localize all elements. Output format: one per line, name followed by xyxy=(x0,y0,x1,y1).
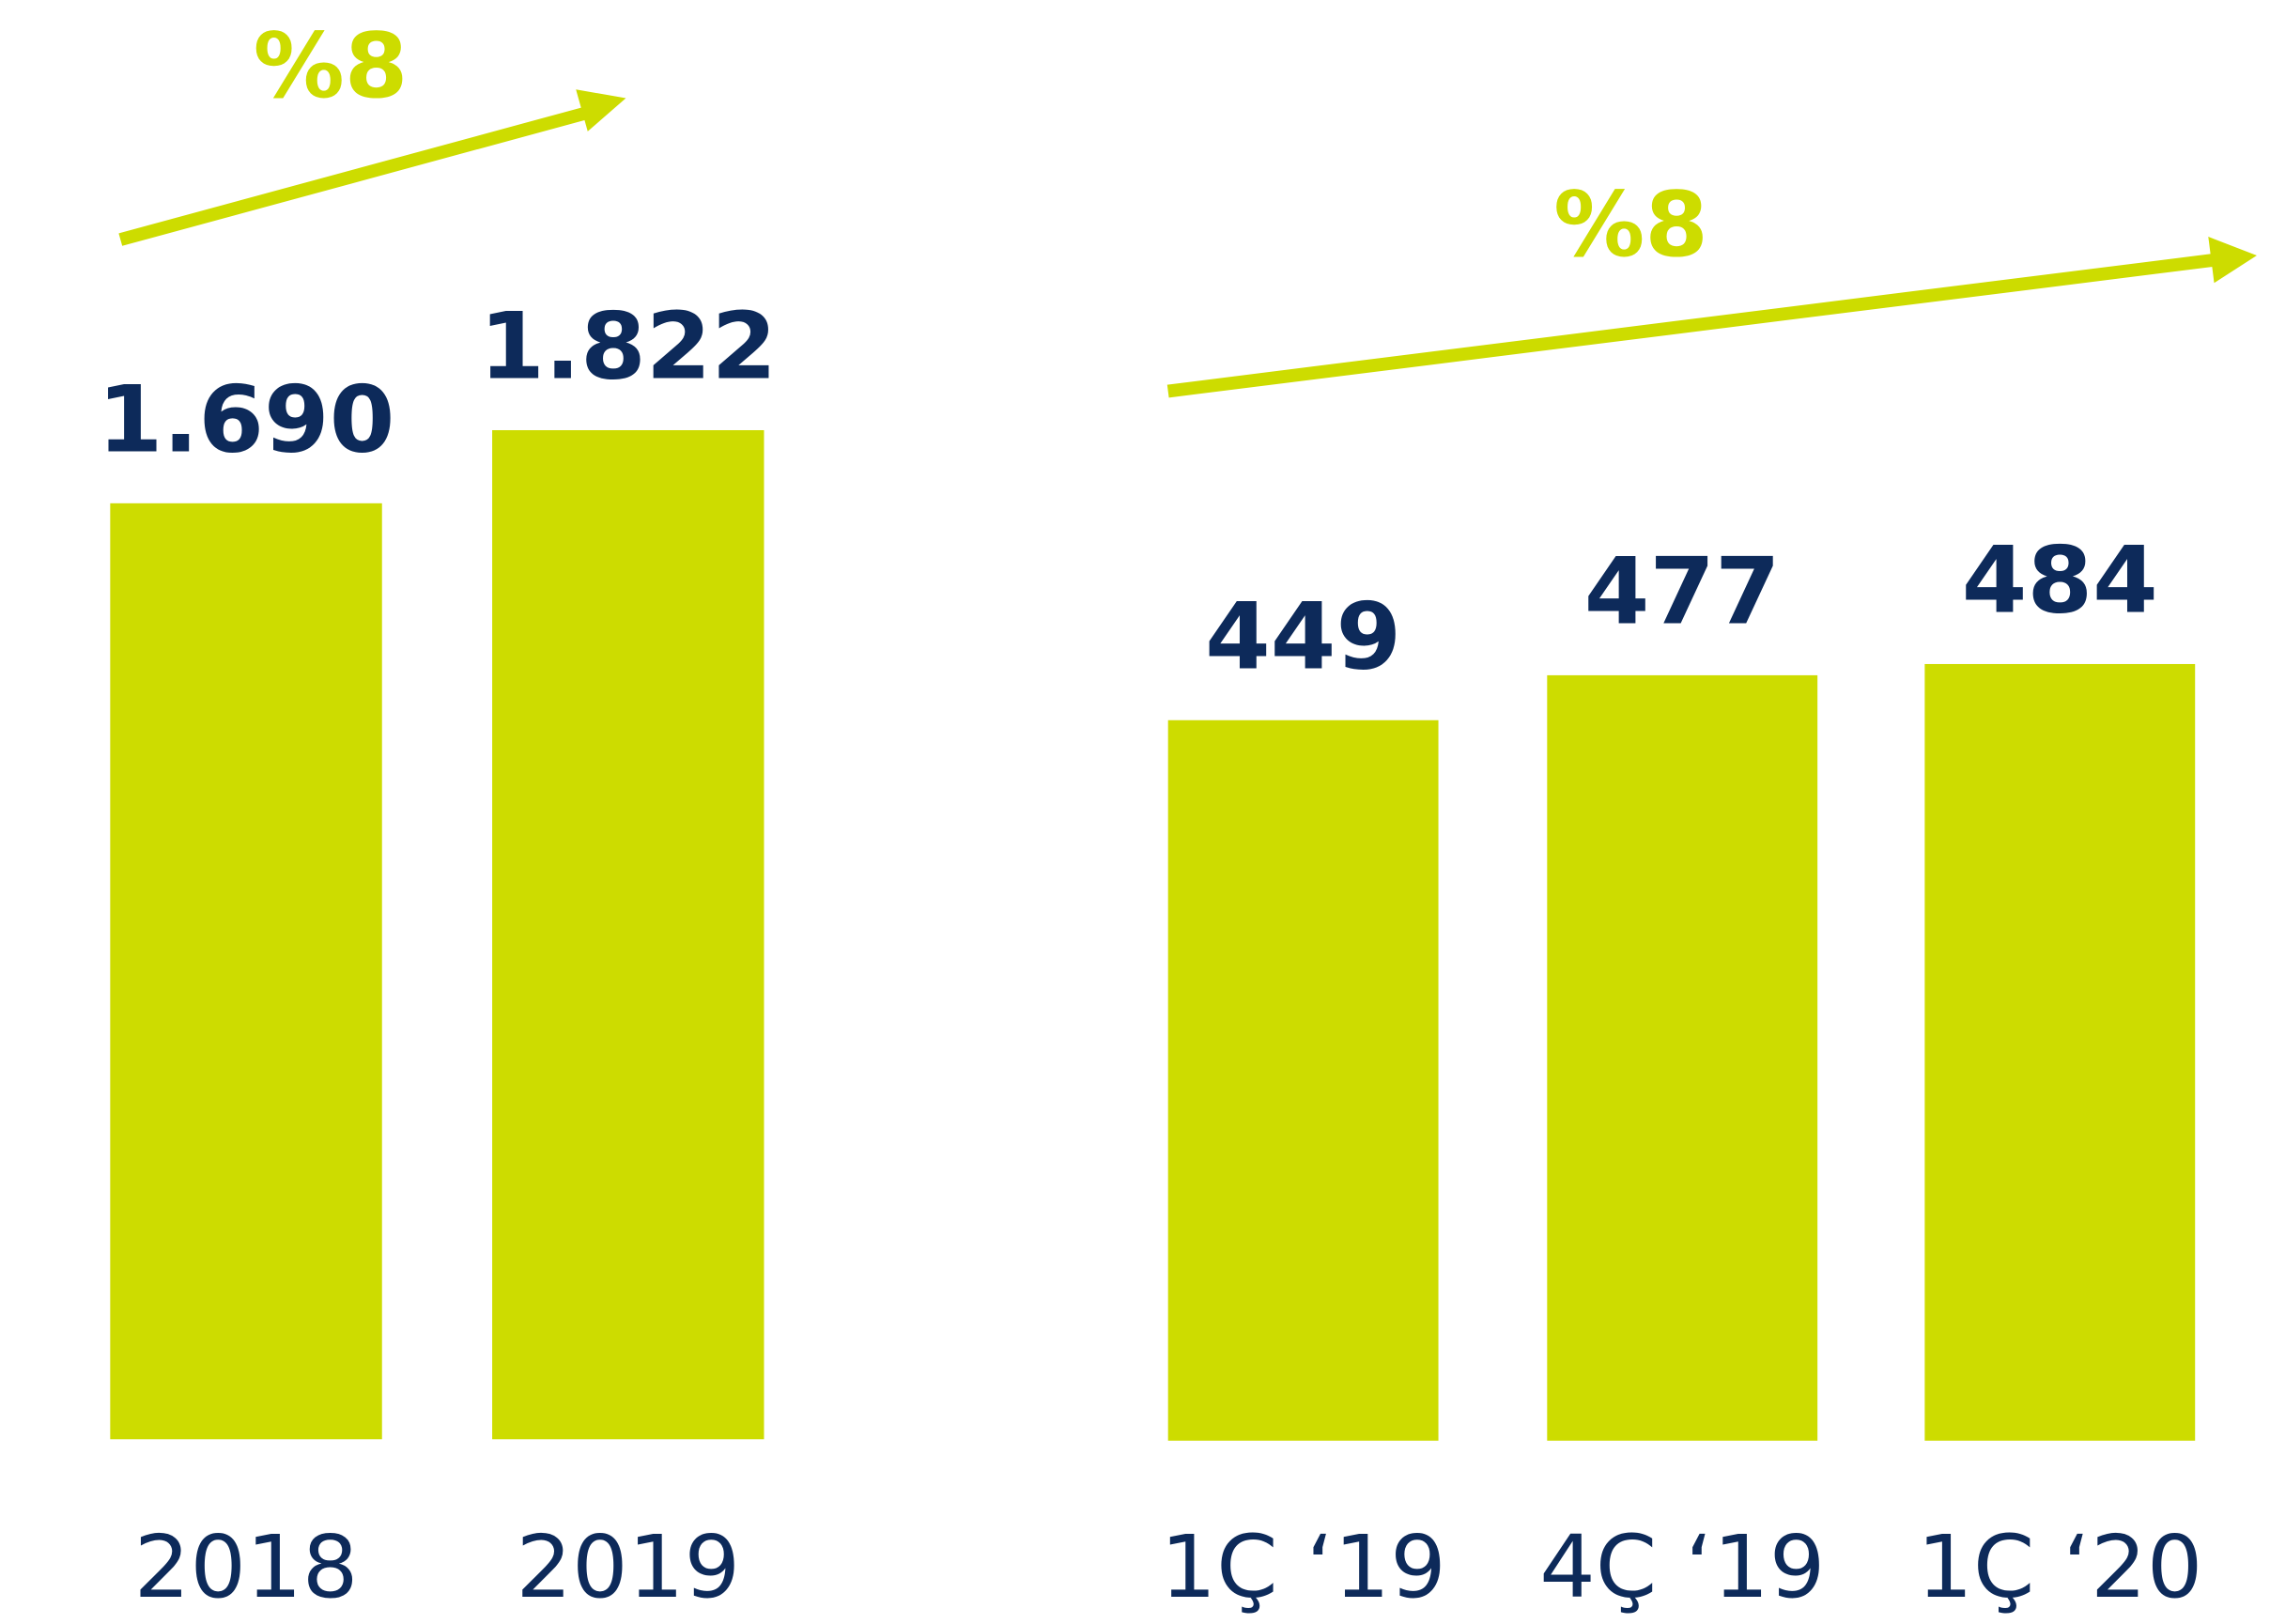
bar xyxy=(1167,719,1439,1441)
x-tick-label: 1Ç ‘19 xyxy=(1160,1517,1445,1617)
x-tick-label: 4Ç ‘19 xyxy=(1539,1517,1825,1617)
x-tick-label: 1Ç ‘20 xyxy=(1917,1517,2202,1617)
arrow-right xyxy=(1166,237,2257,398)
bar xyxy=(492,429,764,1440)
arrow-left xyxy=(118,89,626,246)
bar xyxy=(1924,663,2196,1441)
value-label: 477 xyxy=(1584,538,1781,645)
bar xyxy=(1547,674,1818,1441)
bar xyxy=(110,503,382,1440)
annotation: %8 xyxy=(254,14,409,118)
value-label: 1.690 xyxy=(98,366,395,473)
x-tick-label: 2018 xyxy=(134,1517,359,1617)
value-label: 449 xyxy=(1205,583,1401,690)
annotation: %8 xyxy=(1553,173,1708,277)
value-label: 484 xyxy=(1962,527,2158,634)
x-tick-label: 2019 xyxy=(516,1517,740,1617)
value-label: 1.822 xyxy=(479,293,777,400)
